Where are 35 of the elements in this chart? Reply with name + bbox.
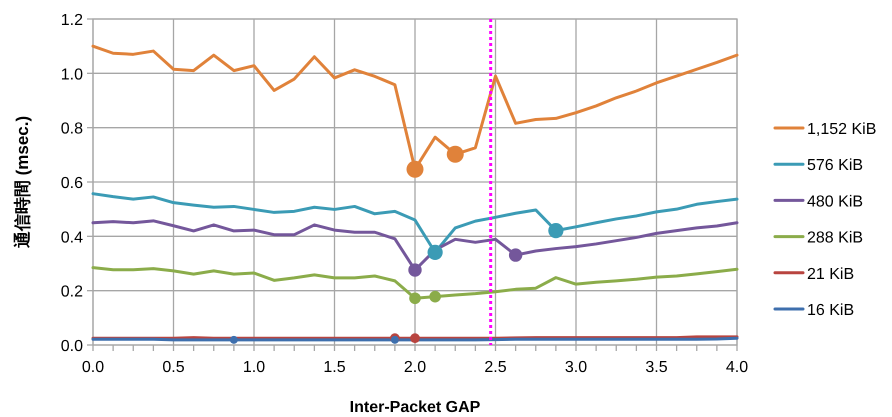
point (230, 336, 238, 344)
point (408, 263, 422, 277)
x-tick-label: 3.0 (564, 359, 588, 376)
x-tick-label: 2.5 (484, 359, 507, 376)
point (429, 290, 441, 302)
y-tick-label: 1.0 (60, 66, 84, 84)
x-tick-label: 0.0 (82, 359, 104, 376)
y-tick-label: 0.2 (60, 284, 84, 301)
y-axis-title: 通信時間 (msec.) (13, 116, 32, 250)
x-tick-label: 2.0 (404, 359, 426, 376)
x-tick-label: 0.5 (162, 359, 185, 376)
y-tick-label: 0.6 (60, 175, 84, 192)
x-tick-label: 4.0 (726, 359, 748, 376)
y-tick-label: 0.0 (60, 338, 84, 355)
legend-label: 576 KiB (807, 157, 864, 174)
y-tick-label: 1.2 (60, 12, 84, 29)
point (428, 244, 443, 260)
point (409, 292, 421, 304)
legend-label: 1,152 KiB (807, 121, 876, 138)
point (410, 333, 420, 344)
y-tick-label: 0.4 (60, 229, 84, 246)
point (446, 146, 464, 163)
point (390, 336, 399, 344)
legend-label: 480 KiB (807, 193, 864, 210)
point (548, 223, 564, 238)
legend-label: 288 KiB (807, 230, 864, 247)
y-tick-label: 0.8 (60, 120, 84, 138)
legend-label: 16 KiB (807, 302, 854, 319)
x-tick-label: 1.5 (323, 359, 346, 376)
point (406, 160, 424, 178)
x-tick-label: 1.0 (242, 359, 266, 376)
point (508, 248, 522, 262)
x-axis-title: Inter-Packet GAP (350, 399, 481, 416)
legend-label: 21 KiB (807, 266, 854, 283)
x-tick-label: 3.5 (645, 359, 668, 376)
